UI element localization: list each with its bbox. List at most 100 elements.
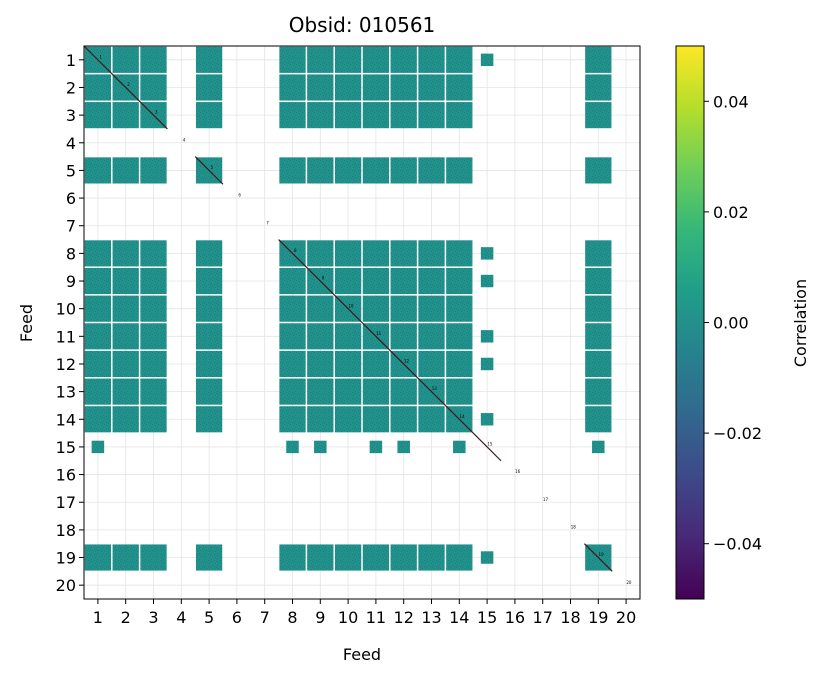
y-tick-label: 5 xyxy=(66,161,76,180)
heatmap-cell xyxy=(480,53,494,67)
diagonal xyxy=(83,45,613,572)
heatmap-cell xyxy=(390,46,417,73)
diagonal-label: 1 xyxy=(99,54,102,59)
diagonal-segment xyxy=(361,322,391,351)
grid-lines xyxy=(84,46,640,599)
heatmap-cell xyxy=(140,267,167,295)
x-tick-label: 8 xyxy=(287,608,297,627)
diagonal-label: 19 xyxy=(599,552,605,557)
heatmap-cell xyxy=(362,544,390,571)
heatmap-cell xyxy=(592,440,605,454)
y-tick-label: 8 xyxy=(66,244,76,263)
heatmap-cell xyxy=(480,413,494,426)
heatmap-cell xyxy=(446,323,473,350)
heatmap-cell xyxy=(84,350,112,378)
heatmap-cell xyxy=(480,551,494,564)
heatmap-cell xyxy=(140,406,167,433)
heatmap-cell xyxy=(279,406,306,433)
heatmap-cell xyxy=(334,102,362,129)
heatmap-cell xyxy=(279,350,306,378)
diagonal-label: 7 xyxy=(266,220,269,225)
diagonal-segment xyxy=(139,100,168,130)
x-tick-label: 10 xyxy=(338,608,358,627)
heatmap-cell xyxy=(585,46,612,73)
diagonal-segment xyxy=(472,432,502,462)
heatmap-cell xyxy=(195,240,223,267)
chart-title: Obsid: 010561 xyxy=(289,13,436,37)
heatmap-cell xyxy=(585,267,612,295)
heatmap-cell xyxy=(140,378,167,405)
heatmap-cell xyxy=(446,46,473,73)
heatmap-cell xyxy=(334,323,362,350)
y-tick-label: 18 xyxy=(56,521,76,540)
colorbar-bar xyxy=(675,45,705,600)
heatmap-cell xyxy=(418,295,445,322)
diagonal-label: 20 xyxy=(626,580,632,585)
heatmap-cell xyxy=(84,406,112,433)
heatmap-cell xyxy=(112,240,139,267)
heatmap-cell xyxy=(585,378,612,405)
heatmap-cell xyxy=(585,406,612,433)
heatmap-cell xyxy=(418,406,445,433)
heatmap-cell xyxy=(140,240,167,267)
diagonal-label: 14 xyxy=(460,414,466,419)
diagonal-label: 16 xyxy=(515,469,521,474)
heatmap-cell xyxy=(446,544,473,571)
heatmap-cell xyxy=(140,74,167,101)
heatmap-cell xyxy=(195,323,223,350)
heatmap-cell xyxy=(140,350,167,378)
heatmap-cell xyxy=(195,267,223,295)
heatmap-cell xyxy=(195,350,223,378)
heatmap-cell xyxy=(279,74,306,101)
diagonal-label: 11 xyxy=(376,331,382,336)
heatmap-cell xyxy=(195,46,223,73)
diagonal-label: 6 xyxy=(238,193,241,198)
heatmap-cell xyxy=(418,157,445,184)
heatmap-cell xyxy=(585,350,612,378)
x-tick-label: 14 xyxy=(449,608,469,627)
heatmap-cell xyxy=(279,295,306,322)
heatmap-cell xyxy=(418,46,445,73)
x-tick-label: 6 xyxy=(232,608,242,627)
heatmap-cell xyxy=(390,102,417,129)
heatmap-cell xyxy=(362,74,390,101)
heatmap-cell xyxy=(195,406,223,433)
diagonal-label: 18 xyxy=(571,524,577,529)
heatmap-cell xyxy=(307,295,334,322)
heatmap-cell xyxy=(362,267,390,295)
heatmap-cell xyxy=(84,544,112,571)
heatmap-cell xyxy=(446,157,473,184)
heatmap-cell xyxy=(362,350,390,378)
heatmap-cell xyxy=(195,74,223,101)
heatmap-cell xyxy=(446,267,473,295)
heatmap-cell xyxy=(446,350,473,378)
heatmap-cell xyxy=(480,330,494,343)
diagonal-segment xyxy=(278,239,307,268)
y-tick-label: 16 xyxy=(56,466,76,485)
diagonal-segment xyxy=(83,45,113,75)
heatmap-cell xyxy=(140,544,167,571)
y-tick-label: 7 xyxy=(66,217,76,236)
diagonal-label: 5 xyxy=(211,165,214,170)
heatmap-cell xyxy=(307,74,334,101)
heatmap-cell xyxy=(279,323,306,350)
x-tick-label: 2 xyxy=(121,608,131,627)
diagonal-label: 12 xyxy=(404,359,410,364)
diagonal-segment xyxy=(417,377,446,406)
diagonal-segment xyxy=(583,543,613,572)
heatmap-cell xyxy=(84,157,112,184)
heatmap-cell xyxy=(140,323,167,350)
x-tick-label: 5 xyxy=(204,608,214,627)
x-tick-label: 12 xyxy=(394,608,414,627)
heatmap-cell xyxy=(390,267,417,295)
x-tick-label: 1 xyxy=(93,608,103,627)
heatmap-cell xyxy=(480,357,494,371)
heatmap-cell xyxy=(112,350,139,378)
heatmap-cell xyxy=(84,267,112,295)
heatmap-cell xyxy=(334,157,362,184)
diagonal-label: 15 xyxy=(487,442,493,447)
heatmap-cell xyxy=(334,46,362,73)
heatmap-cell xyxy=(334,406,362,433)
